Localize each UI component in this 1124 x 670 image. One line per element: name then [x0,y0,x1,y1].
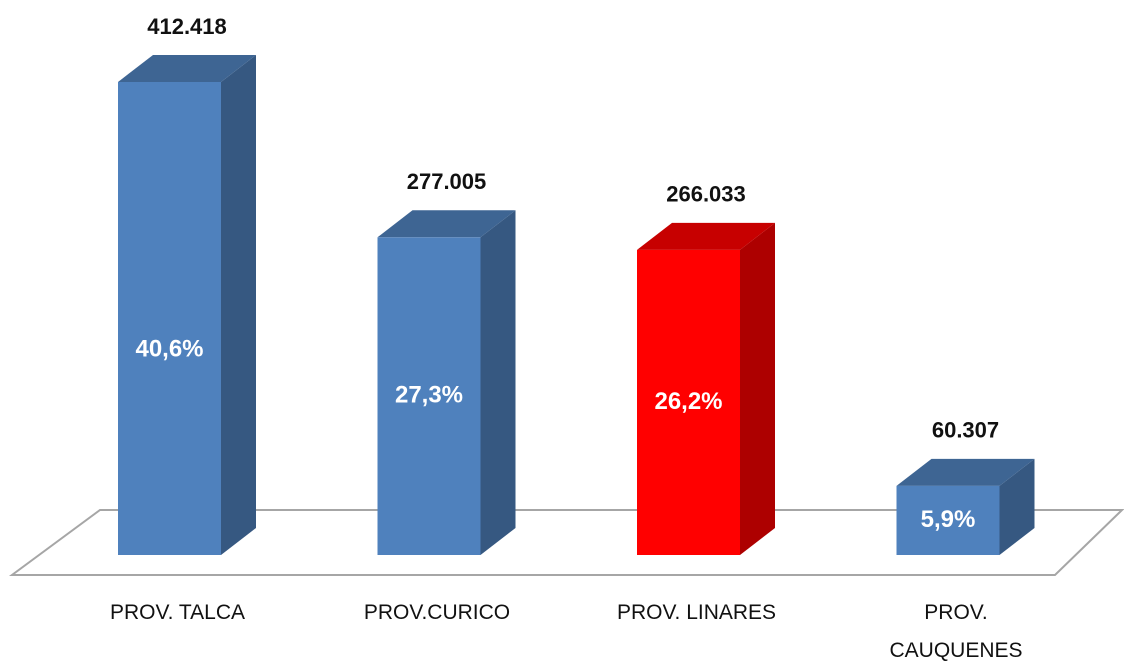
value-label: 60.307 [932,418,999,443]
bar-side [740,222,775,555]
floor [8,509,1124,576]
bar [896,485,1000,555]
x-tick-label: PROV. LINARES [616,601,777,624]
bar-top [118,55,256,82]
bar [118,82,221,555]
bar-top [896,458,1035,486]
x-tick-label: PROV. CAUQUENES [889,601,1023,662]
x-tick-label: PROV. TALCA [109,601,245,624]
bar-side [480,210,516,555]
percentage-label: 27,3% [395,381,463,408]
percentage-label: 5,9% [921,506,976,533]
bar-side [221,55,256,555]
x-tick-label: PROV.CURICO [363,601,511,624]
percentage-label: 40,6% [135,335,203,362]
bar-top [377,210,516,238]
percentage-label: 26,2% [654,388,722,415]
value-label: 266.033 [666,182,746,207]
value-label: 277.005 [407,169,487,194]
bar [377,237,481,555]
bar-side [999,458,1035,555]
value-label: 412.418 [147,14,227,39]
bar-top [637,222,775,250]
bar [637,249,740,555]
